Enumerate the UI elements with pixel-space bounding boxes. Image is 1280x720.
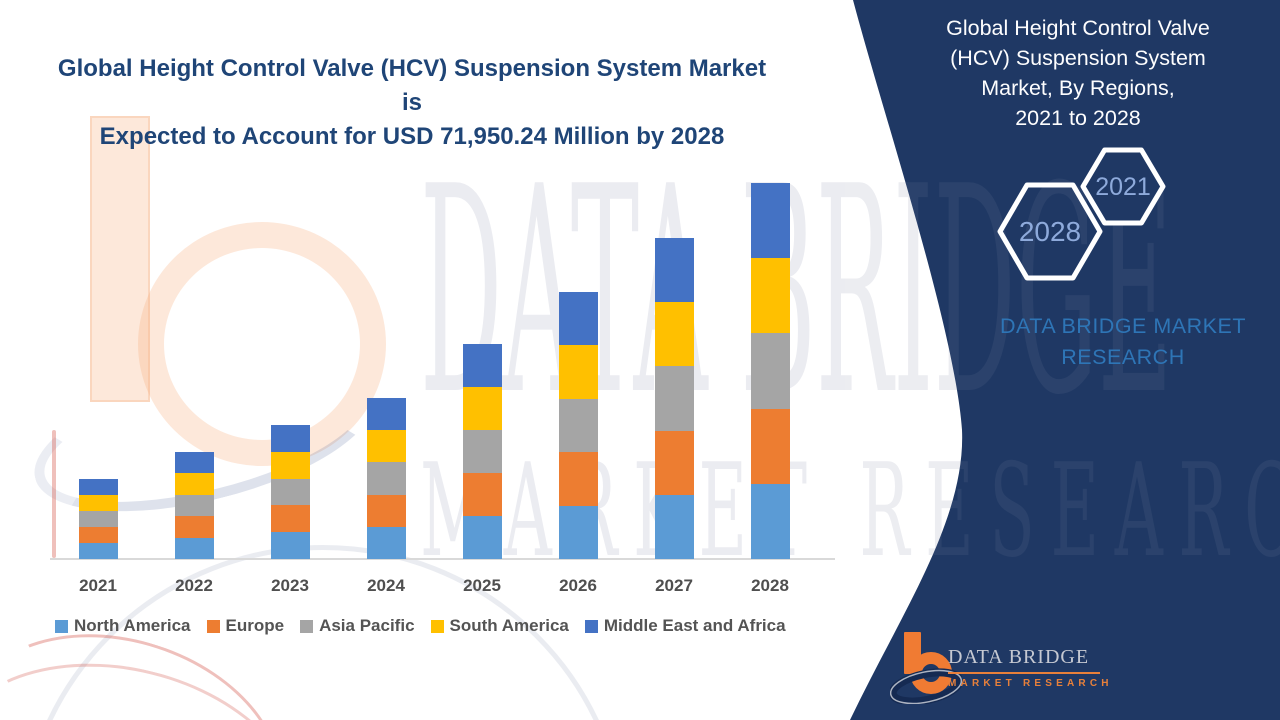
bar-segment-south-america	[78, 495, 118, 511]
bar-segment-south-america	[654, 302, 694, 367]
bar-segment-middle-east-and-africa	[270, 425, 310, 452]
x-axis-label-2027: 2027	[655, 576, 693, 595]
data-bridge-logo-text: DATA BRIDGE MARKET RESEARCH	[948, 646, 1113, 689]
legend-swatch	[430, 619, 444, 633]
bar-segment-north-america	[366, 526, 406, 559]
legend-item-asia-pacific: Asia Pacific	[300, 616, 415, 636]
legend-item-south-america: South America	[430, 616, 569, 636]
panel-brand-text: DATA BRIDGE MARKET RESEARCH	[946, 311, 1280, 373]
legend-item-europe: Europe	[206, 616, 285, 636]
bar-segment-north-america	[462, 516, 502, 559]
bar-segment-europe	[750, 408, 790, 484]
bar-segment-south-america	[174, 473, 214, 495]
panel-title: Global Height Control Valve (HCV) Suspen…	[900, 13, 1256, 133]
logo-brand-name: DATA BRIDGE	[948, 646, 1090, 668]
hexagon-2021	[1080, 147, 1166, 226]
bar-segment-south-america	[558, 345, 598, 399]
panel-title-line2: (HCV) Suspension System	[950, 46, 1206, 70]
legend-label: South America	[449, 616, 569, 635]
bar-segment-middle-east-and-africa	[558, 292, 598, 346]
bar-segment-asia-pacific	[78, 511, 118, 527]
bar-segment-europe	[270, 505, 310, 533]
x-axis-label-2025: 2025	[463, 576, 501, 595]
legend-swatch	[584, 619, 598, 633]
legend-label: Asia Pacific	[319, 616, 415, 635]
bar-segment-europe	[78, 527, 118, 543]
bar-segment-middle-east-and-africa	[654, 237, 694, 303]
data-bridge-logo-icon	[890, 632, 962, 704]
bar-segment-asia-pacific	[174, 494, 214, 517]
bar-segment-europe	[558, 452, 598, 506]
panel-title-line3: Market, By Regions,	[981, 76, 1175, 100]
bar-segment-europe	[654, 430, 694, 495]
legend-label: Europe	[225, 616, 285, 635]
hexagon-2028	[997, 182, 1103, 281]
chart-title-line2: Expected to Account for USD 71,950.24 Mi…	[99, 123, 725, 150]
chart-title: Global Height Control Valve (HCV) Suspen…	[55, 52, 769, 154]
logo-underline	[948, 672, 1100, 674]
bar-segment-north-america	[654, 494, 694, 559]
legend-swatch	[206, 619, 220, 633]
bar-segment-middle-east-and-africa	[750, 183, 790, 259]
bar-segment-asia-pacific	[462, 430, 502, 474]
x-axis-label-2026: 2026	[559, 576, 597, 595]
bar-segment-north-america	[270, 532, 310, 559]
panel-title-line4: 2021 to 2028	[1015, 106, 1141, 130]
bar-segment-south-america	[270, 451, 310, 479]
side-panel-shape	[850, 0, 1280, 720]
bar-segment-europe	[174, 516, 214, 538]
legend-item-middle-east-and-africa: Middle East and Africa	[584, 616, 786, 636]
bar-segment-asia-pacific	[366, 462, 406, 495]
bar-segment-asia-pacific	[654, 366, 694, 431]
x-axis-label-2028: 2028	[751, 576, 789, 595]
year-hexagons: 2028 2021	[997, 147, 1166, 281]
x-axis-line	[50, 558, 835, 560]
bar-segment-asia-pacific	[750, 333, 790, 409]
bar-segment-middle-east-and-africa	[174, 452, 214, 474]
bar-segment-north-america	[558, 505, 598, 559]
legend-label: North America	[74, 616, 191, 635]
x-axis-label-2022: 2022	[175, 576, 213, 595]
bar-segment-middle-east-and-africa	[78, 479, 118, 495]
legend-item-north-america: North America	[55, 616, 191, 636]
chart-legend: North America Europe Asia Pacific South Ame…	[55, 616, 786, 636]
hexagon-2021-label: 2021	[1095, 173, 1151, 201]
bar-segment-middle-east-and-africa	[366, 398, 406, 431]
bar-segment-north-america	[174, 537, 214, 559]
bar-segment-asia-pacific	[558, 398, 598, 453]
legend-label: Middle East and Africa	[603, 616, 786, 635]
bar-segment-north-america	[750, 483, 790, 559]
bar-segment-south-america	[750, 258, 790, 334]
hexagon-2028-label: 2028	[1019, 216, 1081, 247]
panel-brand-line1: DATA BRIDGE MARKET	[1000, 314, 1246, 338]
bar-segment-europe	[366, 494, 406, 527]
panel-title-line1: Global Height Control Valve	[946, 16, 1210, 40]
logo-subtitle: MARKET RESEARCH	[948, 678, 1113, 689]
bar-segment-europe	[462, 473, 502, 517]
bar-segment-south-america	[462, 387, 502, 431]
x-axis-label-2021: 2021	[79, 576, 117, 595]
x-axis-label-2023: 2023	[271, 576, 309, 595]
chart-title-line1: Global Height Control Valve (HCV) Suspen…	[57, 55, 767, 116]
legend-swatch	[55, 619, 68, 633]
bar-segment-middle-east-and-africa	[462, 344, 502, 388]
bar-segment-north-america	[78, 543, 118, 559]
bar-segment-asia-pacific	[270, 478, 310, 506]
legend-swatch	[300, 619, 314, 633]
panel-brand-line2: RESEARCH	[1061, 345, 1185, 369]
x-axis-label-2024: 2024	[367, 576, 405, 595]
bar-segment-south-america	[366, 430, 406, 463]
